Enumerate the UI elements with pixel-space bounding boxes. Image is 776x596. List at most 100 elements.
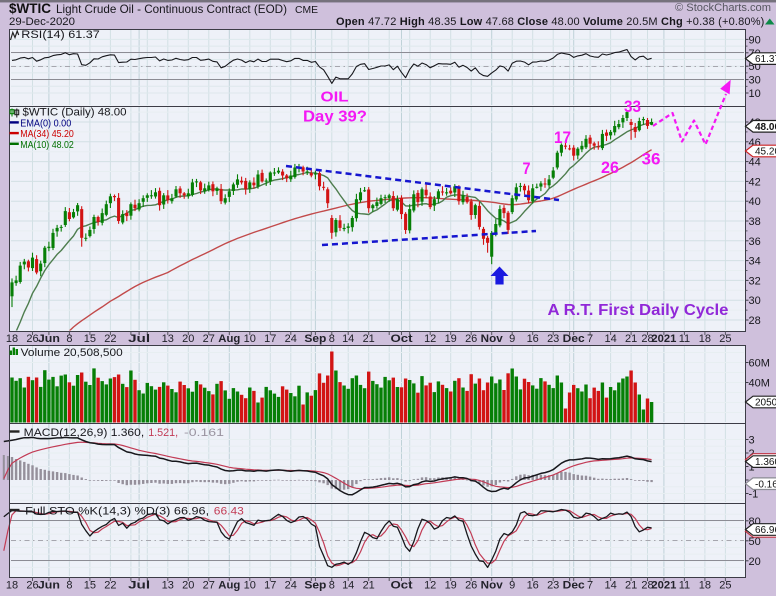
svg-text:-0.161: -0.161	[184, 427, 224, 439]
svg-text:36: 36	[642, 150, 661, 169]
svg-text:29-Dec-2020: 29-Dec-2020	[9, 16, 75, 28]
svg-text:Oct: Oct	[391, 333, 413, 345]
svg-text:2021: 2021	[651, 333, 676, 345]
svg-text:Aug: Aug	[218, 333, 240, 345]
svg-text:CME: CME	[295, 5, 318, 16]
svg-text:61.37: 61.37	[755, 54, 776, 65]
svg-text:23: 23	[547, 333, 559, 345]
svg-text:20: 20	[182, 580, 194, 592]
svg-text:1.360: 1.360	[755, 457, 776, 468]
svg-text:9: 9	[509, 580, 515, 592]
svg-text:26: 26	[465, 333, 477, 345]
svg-text:66.43: 66.43	[214, 506, 244, 518]
svg-text:Day 39?: Day 39?	[303, 109, 367, 126]
svg-text:48.00: 48.00	[755, 122, 776, 133]
svg-text:Open 47.72 High 48.35 Low: Open 47.72 High 48.35 Low 47.68 Close 48…	[336, 16, 765, 28]
svg-text:27: 27	[203, 580, 215, 592]
svg-text:15: 15	[84, 580, 96, 592]
svg-text:Full STO %K(14,3) %D(3) 66.96,: Full STO %K(14,3) %D(3) 66.96,	[25, 506, 209, 518]
svg-text:18: 18	[699, 580, 711, 592]
svg-text:60M: 60M	[749, 358, 770, 370]
svg-text:14: 14	[604, 333, 616, 345]
svg-text:28: 28	[641, 580, 653, 592]
svg-text:Light Crude Oil - Continuous C: Light Crude Oil - Continuous Contract (E…	[56, 2, 287, 16]
svg-text:18: 18	[699, 333, 711, 345]
svg-text:1.521,: 1.521,	[148, 427, 178, 439]
svg-text:22: 22	[104, 333, 116, 345]
svg-text:33: 33	[624, 97, 641, 116]
svg-text:Sep: Sep	[304, 333, 326, 345]
svg-text:36: 36	[749, 236, 761, 248]
svg-text:8: 8	[66, 580, 72, 592]
svg-text:8: 8	[329, 580, 335, 592]
svg-text:Aug: Aug	[218, 580, 240, 592]
svg-text:18: 18	[6, 580, 18, 592]
svg-text:MACD(12,26,9) 1.360,: MACD(12,26,9) 1.360,	[24, 427, 145, 439]
svg-text:8: 8	[329, 333, 335, 345]
svg-text:-1: -1	[749, 489, 759, 501]
svg-text:Jul: Jul	[128, 580, 150, 592]
svg-text:28: 28	[749, 315, 761, 327]
svg-text:26: 26	[601, 158, 619, 177]
svg-text:38: 38	[749, 216, 761, 228]
svg-text:15: 15	[84, 333, 96, 345]
svg-text:28: 28	[641, 333, 653, 345]
svg-text:A R.T. First Daily Cycle: A R.T. First Daily Cycle	[548, 302, 729, 319]
svg-text:21: 21	[625, 333, 637, 345]
svg-text:© StockCharts.com: © StockCharts.com	[675, 2, 771, 14]
svg-text:19: 19	[445, 580, 457, 592]
svg-text:RSI(14) 61.37: RSI(14) 61.37	[21, 29, 100, 41]
svg-text:14: 14	[342, 580, 354, 592]
svg-text:18: 18	[6, 333, 18, 345]
svg-text:17: 17	[264, 580, 276, 592]
svg-text:40M: 40M	[749, 378, 770, 390]
svg-text:14: 14	[604, 580, 616, 592]
svg-text:7: 7	[587, 333, 593, 345]
svg-text:$WTIC: $WTIC	[9, 1, 51, 16]
svg-text:OIL: OIL	[321, 89, 349, 106]
svg-text:Jul: Jul	[128, 333, 150, 345]
svg-text:10: 10	[244, 580, 256, 592]
svg-text:17: 17	[554, 128, 571, 147]
svg-text:22: 22	[104, 580, 116, 592]
svg-text:Sep: Sep	[304, 580, 326, 592]
svg-text:Oct: Oct	[391, 580, 413, 592]
svg-text:90: 90	[749, 34, 761, 46]
svg-text:MA(10) 48.02: MA(10) 48.02	[20, 140, 74, 151]
svg-text:7: 7	[523, 159, 531, 178]
svg-text:30: 30	[749, 75, 761, 87]
svg-text:21: 21	[363, 580, 375, 592]
svg-text:42: 42	[749, 176, 761, 188]
svg-text:Dec: Dec	[563, 580, 585, 592]
svg-text:24: 24	[285, 333, 297, 345]
svg-text:17: 17	[264, 333, 276, 345]
svg-text:26: 26	[465, 580, 477, 592]
svg-text:24: 24	[285, 580, 297, 592]
svg-text:Volume 20,508,500: Volume 20,508,500	[21, 347, 123, 359]
svg-text:14: 14	[342, 333, 354, 345]
svg-text:12: 12	[424, 333, 436, 345]
svg-text:21: 21	[625, 580, 637, 592]
svg-text:10: 10	[244, 333, 256, 345]
svg-text:9: 9	[509, 333, 515, 345]
svg-text:10: 10	[749, 88, 761, 100]
svg-text:30: 30	[749, 295, 761, 307]
svg-text:13: 13	[162, 333, 174, 345]
svg-text:27: 27	[203, 333, 215, 345]
svg-text:25: 25	[719, 580, 731, 592]
svg-text:32: 32	[749, 275, 761, 287]
svg-text:Jun: Jun	[38, 333, 60, 345]
svg-text:34: 34	[749, 256, 761, 268]
svg-text:26: 26	[26, 333, 38, 345]
svg-text:Nov: Nov	[481, 333, 504, 345]
svg-text:-0.16: -0.16	[755, 479, 776, 490]
svg-text:20508500: 20508500	[755, 398, 776, 409]
svg-text:21: 21	[363, 333, 375, 345]
svg-text:1: 1	[749, 462, 755, 474]
svg-text:25: 25	[719, 333, 731, 345]
svg-text:EMA(0) 0.00: EMA(0) 0.00	[20, 119, 71, 130]
svg-text:2021: 2021	[651, 580, 676, 592]
svg-text:20: 20	[182, 333, 194, 345]
svg-text:16: 16	[527, 333, 539, 345]
svg-text:$WTIC (Daily) 48.00: $WTIC (Daily) 48.00	[23, 107, 127, 119]
